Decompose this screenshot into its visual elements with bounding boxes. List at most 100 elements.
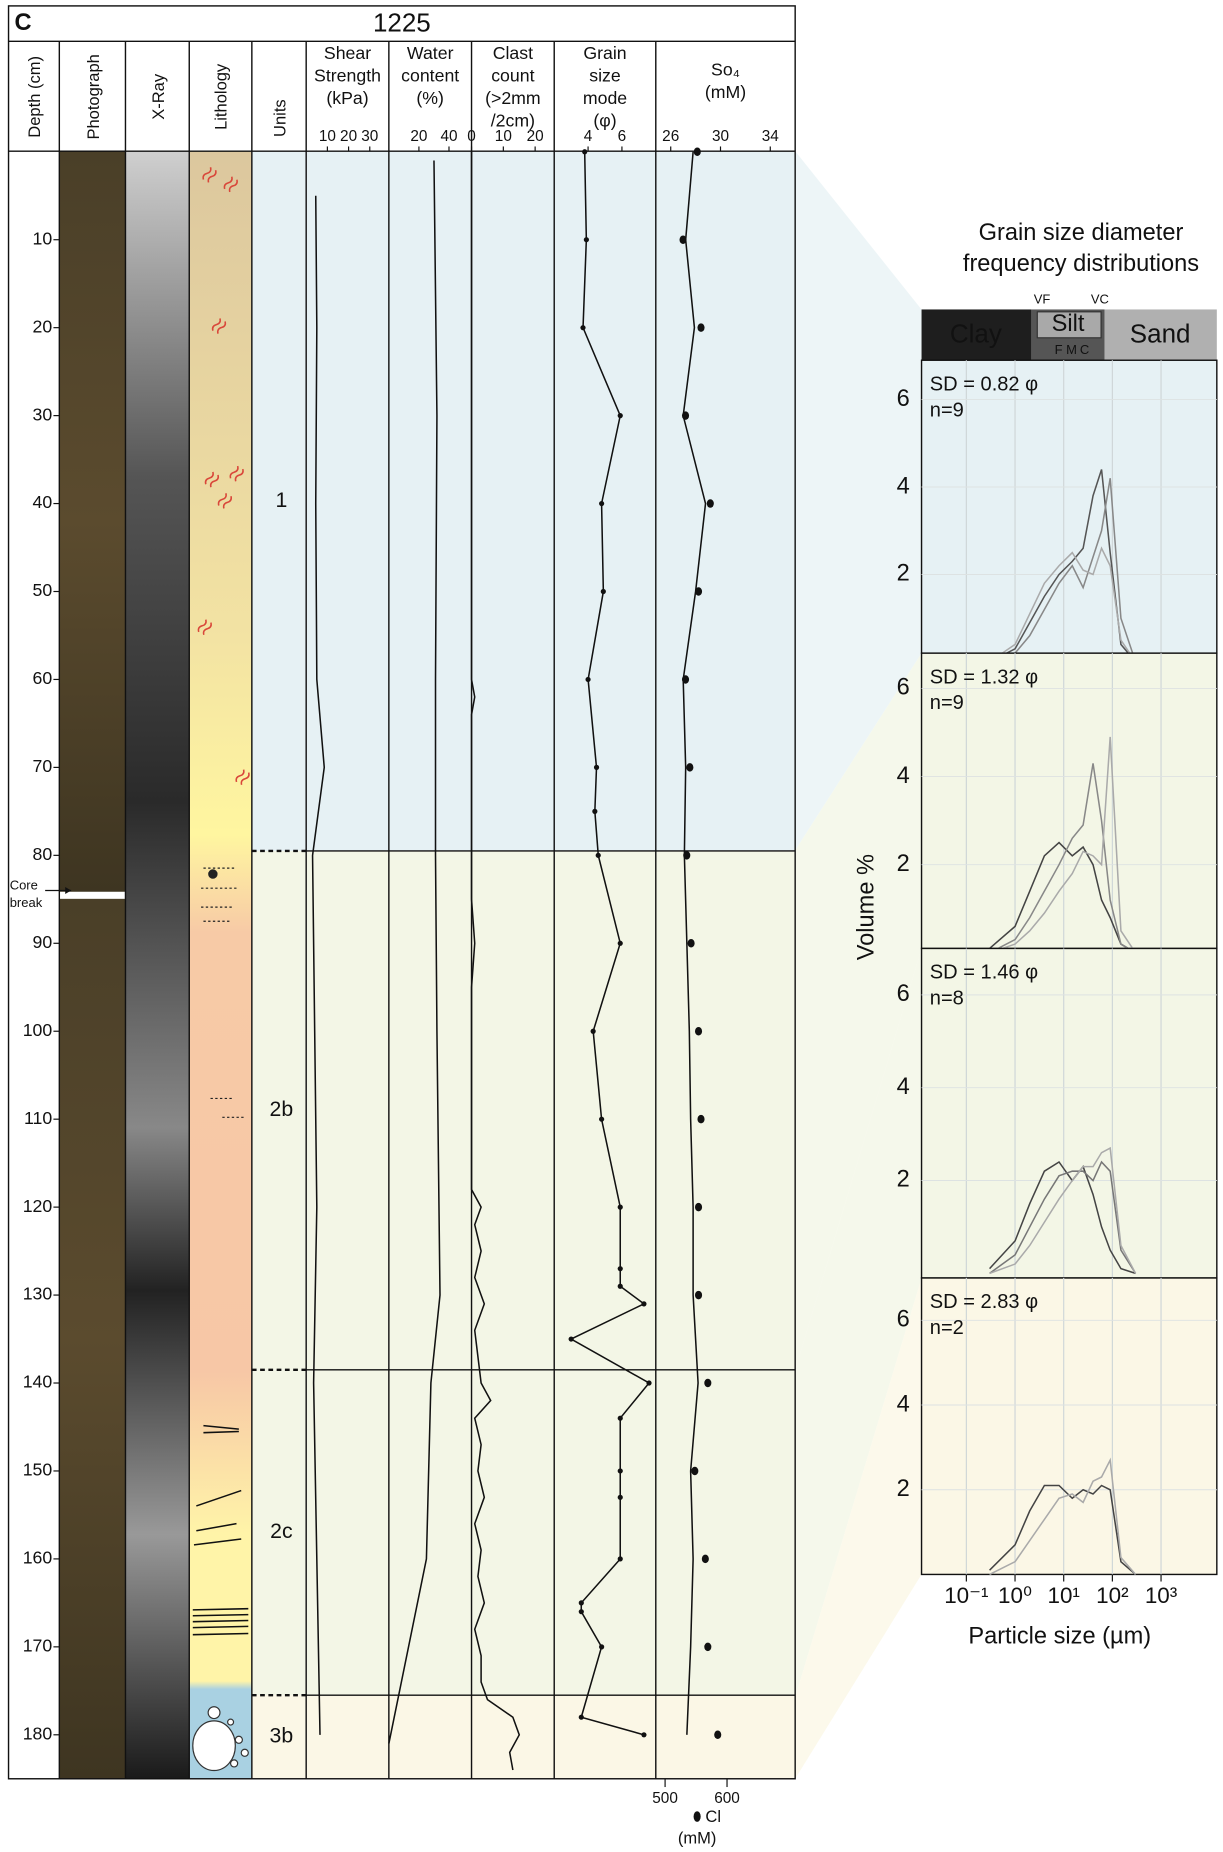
cl-point [697, 323, 704, 332]
profile-point [579, 1600, 584, 1605]
y-tick-label: 4 [897, 763, 910, 789]
x-axis-label: Particle size (µm) [968, 1623, 1151, 1649]
profile-point [618, 941, 623, 946]
y-tick-label: 6 [897, 981, 910, 1007]
profile-header: (>2mm [485, 88, 541, 108]
profile-point [584, 237, 589, 242]
cl-point [714, 1731, 721, 1740]
profile-point [618, 1205, 623, 1210]
cl-point [694, 148, 701, 157]
depth-tick-label: 30 [33, 404, 53, 424]
profile-point [618, 1416, 623, 1421]
cl-point [682, 675, 689, 684]
core-photograph [59, 151, 125, 892]
x-tick-label: 26 [662, 128, 679, 145]
unit-label: 2b [270, 1097, 294, 1121]
x-tick-label: 10¹ [1047, 1583, 1079, 1608]
x-tick-label: 34 [762, 128, 780, 145]
core-xray [125, 151, 189, 1779]
figure-label: C [14, 10, 31, 36]
sd-label: SD = 1.46 φ [930, 962, 1038, 984]
depth-tick-label: 50 [33, 580, 53, 600]
cl-point [686, 763, 693, 772]
profile-point [579, 1609, 584, 1614]
column-header: Photograph [84, 54, 103, 139]
profile-point [591, 1029, 596, 1034]
profile-header: mode [583, 88, 627, 108]
n-label: n=9 [930, 692, 964, 714]
silt-subclass: M [1066, 342, 1077, 357]
y-tick-label: 4 [897, 1391, 910, 1417]
x-tick-label: 10⁰ [998, 1583, 1032, 1608]
profile-header: (φ) [593, 110, 616, 130]
depth-tick-label: 150 [23, 1460, 53, 1480]
cl-point [704, 1643, 711, 1652]
profile-point [599, 501, 604, 506]
cl-point [697, 1115, 704, 1124]
x-tick-label: 10 [319, 128, 336, 145]
unit-band [252, 1695, 795, 1779]
depth-tick-label: 180 [23, 1723, 53, 1743]
profile-header: (mM) [705, 82, 746, 102]
profile-header: Clast [493, 43, 533, 63]
x-tick-label: 10⁻¹ [944, 1583, 988, 1608]
profile-point [585, 677, 590, 682]
cl-label: (mM) [678, 1828, 717, 1847]
profile-header: Shear [324, 43, 371, 63]
cl-tick-label: 600 [714, 1790, 740, 1807]
profile-point [641, 1301, 646, 1306]
cl-point [702, 1555, 709, 1564]
y-tick-label: 4 [897, 473, 910, 499]
depth-tick-label: 60 [33, 668, 53, 688]
y-tick-label: 2 [897, 851, 910, 877]
cl-point [688, 939, 695, 948]
unit-band [252, 1370, 795, 1695]
profile-point [599, 1644, 604, 1649]
y-axis-label: Volume % [853, 854, 879, 960]
n-label: n=8 [930, 988, 964, 1010]
profile-header: content [401, 65, 459, 85]
depth-tick-label: 40 [33, 492, 53, 512]
x-tick-label: 30 [712, 128, 729, 145]
unit-band [252, 152, 795, 851]
depth-tick-label: 170 [23, 1636, 53, 1656]
profile-point [592, 809, 597, 814]
cl-legend-marker [694, 1811, 701, 1822]
depth-tick-label: 120 [23, 1196, 53, 1216]
depth-tick-label: 100 [23, 1020, 53, 1040]
n-label: n=9 [930, 399, 964, 421]
cl-point [683, 851, 690, 860]
core-title: 1225 [373, 8, 431, 38]
depth-tick-label: 110 [24, 1108, 52, 1128]
cl-point [682, 411, 689, 420]
panel-title: Grain size diameter [979, 220, 1184, 246]
profile-point [618, 1284, 623, 1289]
unit-label: 2c [270, 1519, 293, 1543]
depth-tick-label: 70 [33, 756, 53, 776]
cl-point [695, 1291, 702, 1300]
unit-label: 1 [275, 488, 287, 512]
cl-point [695, 587, 702, 596]
profile-point [594, 765, 599, 770]
cl-point [695, 1027, 702, 1036]
cl-point [707, 499, 714, 508]
depth-tick-label: 160 [23, 1548, 53, 1568]
x-tick-label: 10 [495, 128, 512, 145]
profile-point [580, 325, 585, 330]
silt-subclass: C [1080, 342, 1089, 357]
x-tick-label: 0 [467, 128, 476, 145]
profile-point [596, 853, 601, 858]
x-tick-label: 4 [584, 128, 593, 145]
cl-tick-label: 500 [652, 1790, 678, 1807]
profile-header: size [589, 65, 621, 85]
cl-point [704, 1379, 711, 1388]
silt-label: Silt [1052, 311, 1085, 337]
unit-band [252, 851, 795, 1370]
profile-header: Water [407, 43, 454, 63]
y-tick-label: 2 [897, 561, 910, 587]
x-tick-label: 20 [340, 128, 357, 145]
profile-point [618, 1468, 623, 1473]
x-tick-label: 10³ [1145, 1583, 1178, 1608]
unit-backgrounds [252, 152, 795, 1779]
profile-point [579, 1715, 584, 1720]
